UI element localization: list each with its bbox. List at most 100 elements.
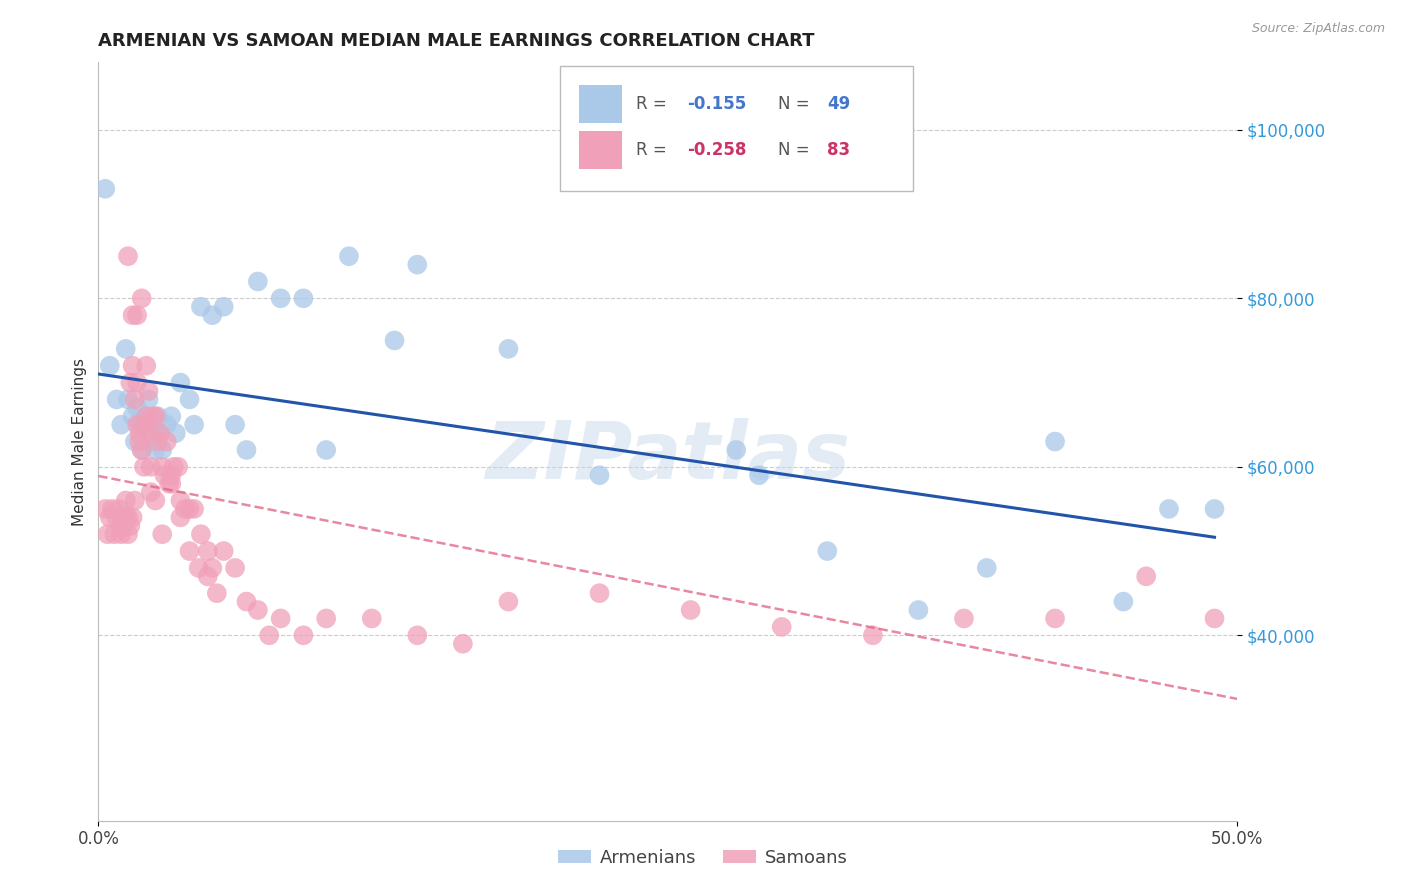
Point	[953, 611, 976, 625]
Point	[128, 426, 150, 441]
Point	[205, 586, 228, 600]
Text: -0.258: -0.258	[688, 141, 747, 159]
Bar	[579, 85, 623, 123]
Point	[146, 409, 169, 424]
Text: 83: 83	[827, 141, 851, 159]
Point	[157, 476, 180, 491]
Point	[117, 392, 139, 407]
Point	[94, 502, 117, 516]
Point	[679, 603, 702, 617]
Point	[145, 493, 167, 508]
Point	[160, 409, 183, 424]
Point	[124, 493, 146, 508]
Point	[150, 527, 173, 541]
Point	[98, 359, 121, 373]
Text: N =: N =	[779, 141, 815, 159]
Point	[146, 434, 169, 449]
Point	[183, 502, 205, 516]
Bar	[579, 130, 623, 169]
Point	[145, 442, 167, 457]
Point	[149, 426, 172, 441]
Point	[142, 409, 165, 424]
Point	[190, 300, 212, 314]
Point	[360, 611, 382, 625]
Y-axis label: Median Male Earnings: Median Male Earnings	[72, 358, 87, 525]
Point	[103, 527, 125, 541]
Point	[406, 628, 429, 642]
Point	[384, 334, 406, 348]
Point	[117, 510, 139, 524]
Point	[748, 468, 770, 483]
Point	[127, 376, 149, 390]
Point	[156, 434, 179, 449]
Point	[588, 468, 610, 483]
Point	[270, 291, 292, 305]
Point	[498, 594, 520, 608]
Point	[110, 417, 132, 432]
Text: 49: 49	[827, 95, 851, 113]
Point	[451, 637, 474, 651]
Point	[162, 459, 184, 474]
Point	[145, 409, 167, 424]
Point	[110, 527, 132, 541]
Point	[114, 493, 136, 508]
Point	[139, 434, 162, 449]
Point	[174, 502, 197, 516]
Text: ARMENIAN VS SAMOAN MEDIAN MALE EARNINGS CORRELATION CHART: ARMENIAN VS SAMOAN MEDIAN MALE EARNINGS …	[98, 32, 815, 50]
Text: N =: N =	[779, 95, 815, 113]
Point	[190, 527, 212, 541]
Point	[131, 291, 153, 305]
Point	[124, 392, 146, 407]
Point	[259, 628, 281, 642]
Point	[131, 442, 153, 457]
Point	[94, 182, 117, 196]
Point	[138, 392, 160, 407]
Point	[183, 417, 205, 432]
Text: -0.155: -0.155	[688, 95, 747, 113]
Point	[132, 417, 155, 432]
Point	[127, 308, 149, 322]
Point	[406, 258, 429, 272]
Point	[127, 401, 149, 415]
Point	[197, 544, 219, 558]
Point	[725, 442, 748, 457]
Point	[150, 442, 173, 457]
Point	[588, 586, 610, 600]
Point	[212, 544, 235, 558]
Point	[121, 510, 143, 524]
Point	[315, 442, 337, 457]
Point	[201, 561, 224, 575]
Point	[201, 308, 224, 322]
Point	[101, 502, 124, 516]
Point	[197, 569, 219, 583]
Point	[124, 434, 146, 449]
Point	[907, 603, 929, 617]
Point	[770, 620, 793, 634]
Point	[120, 376, 142, 390]
Point	[224, 561, 246, 575]
Point	[160, 468, 183, 483]
Point	[153, 468, 176, 483]
Point	[292, 628, 315, 642]
Point	[246, 275, 269, 289]
Point	[139, 485, 162, 500]
Point	[815, 544, 838, 558]
Point	[165, 426, 187, 441]
Point	[112, 518, 135, 533]
Point	[1043, 434, 1066, 449]
Text: Source: ZipAtlas.com: Source: ZipAtlas.com	[1251, 22, 1385, 36]
Text: R =: R =	[636, 95, 672, 113]
Point	[121, 409, 143, 424]
Text: ZIPatlas: ZIPatlas	[485, 417, 851, 496]
Point	[235, 594, 257, 608]
Point	[132, 417, 155, 432]
Point	[131, 442, 153, 457]
Point	[179, 544, 201, 558]
Point	[135, 409, 157, 424]
Point	[128, 434, 150, 449]
Point	[121, 308, 143, 322]
Point	[160, 476, 183, 491]
Point	[139, 459, 162, 474]
FancyBboxPatch shape	[560, 66, 912, 191]
Point	[862, 628, 884, 642]
